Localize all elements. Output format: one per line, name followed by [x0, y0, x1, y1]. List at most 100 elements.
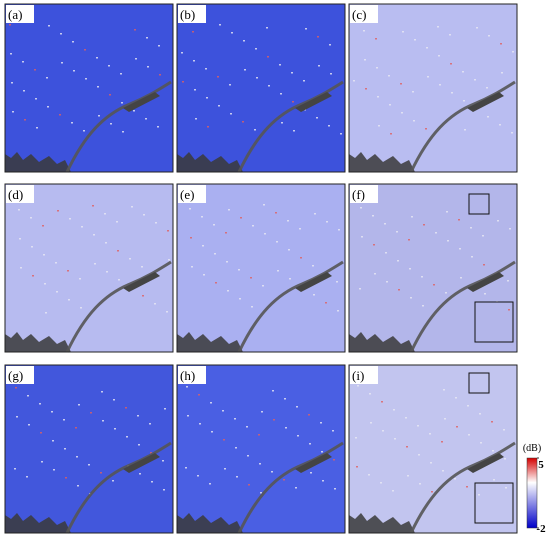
pier [237, 260, 344, 353]
speckle [267, 56, 269, 58]
speckle [194, 89, 196, 91]
speckle [356, 466, 358, 468]
speckle [114, 428, 116, 430]
speckle [316, 117, 318, 119]
speckle [147, 66, 149, 68]
speckle [41, 461, 43, 463]
speckle [385, 252, 387, 254]
panel-label: (a) [8, 7, 22, 22]
speckle [117, 250, 119, 252]
panel-border [176, 364, 346, 534]
coast [349, 513, 415, 533]
label-bg [6, 5, 34, 23]
speckle [224, 468, 226, 470]
speckle [146, 37, 148, 39]
label-bg [178, 366, 206, 384]
speckle [484, 293, 486, 295]
speckle [377, 96, 379, 98]
speckle [471, 256, 473, 258]
speckle [69, 218, 71, 220]
speckle [389, 104, 391, 106]
speckle [166, 311, 168, 313]
speckle [262, 285, 264, 287]
speckle [236, 476, 238, 478]
speckle [503, 429, 505, 431]
speckle [191, 266, 193, 268]
speckle [255, 48, 257, 50]
speckle [285, 427, 287, 429]
speckle [239, 298, 241, 300]
speckle [390, 133, 392, 135]
speckle [217, 76, 219, 78]
colorbar-tick-label: -2 [536, 523, 546, 535]
pier [65, 441, 172, 534]
speckle [9, 24, 11, 26]
pier-head [123, 272, 160, 292]
coast [5, 513, 71, 533]
pier-head [295, 272, 332, 292]
speckle [211, 431, 213, 433]
speckle [229, 84, 231, 86]
speckle [88, 464, 90, 466]
speckle [85, 78, 87, 80]
panel-image [5, 4, 173, 172]
speckle [411, 216, 413, 218]
speckle [273, 419, 275, 421]
speckle [321, 451, 323, 453]
speckle [437, 26, 439, 28]
speckle [122, 131, 124, 133]
speckle [155, 222, 157, 224]
speckle [419, 483, 421, 485]
panel-border [4, 183, 174, 353]
speckle [80, 307, 82, 309]
speckle [296, 406, 298, 408]
speckle [388, 75, 390, 77]
speckle [202, 245, 204, 247]
speckle [116, 221, 118, 223]
speckle [48, 25, 50, 27]
speckle [426, 47, 428, 49]
speckle [226, 261, 228, 263]
speckle [142, 295, 144, 297]
speckle [35, 98, 37, 100]
speckle [382, 430, 384, 432]
speckle [206, 97, 208, 99]
speckle [246, 426, 248, 428]
speckle [372, 215, 374, 217]
speckle [201, 216, 203, 218]
speckle [47, 106, 49, 108]
speckle [51, 411, 53, 413]
speckle [364, 59, 366, 61]
speckle [68, 299, 70, 301]
speckle [272, 390, 274, 392]
speckle [493, 479, 495, 481]
speckle [167, 230, 169, 232]
speckle [65, 477, 67, 479]
speckle [429, 433, 431, 435]
speckle [369, 393, 371, 395]
speckle [187, 415, 189, 417]
speckle [312, 265, 314, 267]
speckle [380, 482, 382, 484]
speckle [192, 31, 194, 33]
speckle [326, 221, 328, 223]
speckle [355, 437, 357, 439]
panel-label: (h) [180, 368, 195, 383]
speckle [149, 423, 151, 425]
speckle [186, 386, 188, 388]
speckle [397, 260, 399, 262]
speckle [431, 491, 433, 493]
speckle [104, 213, 106, 215]
speckle [64, 448, 66, 450]
speckle [247, 455, 249, 457]
speckle [121, 102, 123, 104]
pier-head [467, 453, 504, 473]
panel-image [5, 184, 173, 352]
panel-border [4, 364, 174, 534]
speckle [141, 266, 143, 268]
speckle [287, 220, 289, 222]
zoom-box [474, 301, 514, 343]
speckle [317, 36, 319, 38]
speckle [218, 105, 220, 107]
speckle [242, 121, 244, 123]
